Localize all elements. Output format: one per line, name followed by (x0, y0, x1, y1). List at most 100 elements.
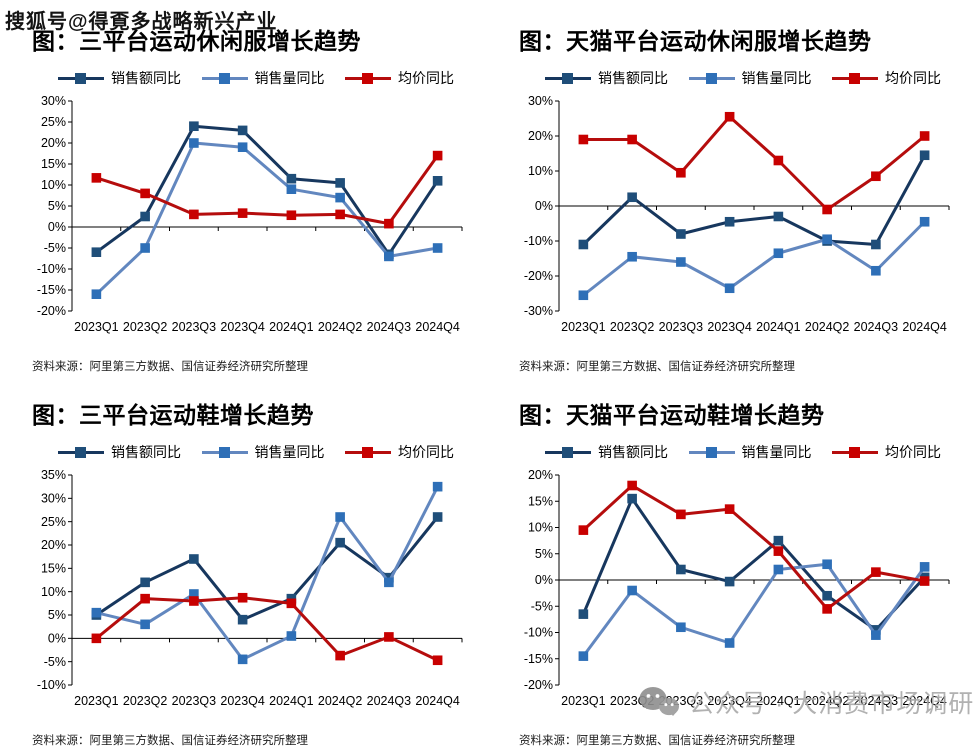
legend-item-sales-value: 销售额同比 (58, 68, 181, 88)
svg-text:15%: 15% (41, 562, 66, 576)
chart-legend: 销售额同比 销售量同比 均价同比 (58, 442, 454, 462)
source-note: 资料来源：阿里第三方数据、国信证券经济研究所整理 (32, 361, 308, 373)
svg-text:-5%: -5% (531, 599, 553, 613)
svg-text:0%: 0% (535, 573, 553, 587)
legend-line-marker-icon (201, 446, 248, 458)
legend-line-marker-icon (688, 446, 735, 458)
svg-text:0%: 0% (48, 220, 66, 234)
svg-text:25%: 25% (41, 115, 66, 129)
chart-legend: 销售额同比 销售量同比 均价同比 (545, 68, 941, 88)
svg-text:0%: 0% (535, 199, 553, 213)
line-chart: 30% 20% 10% 0% -10% -20% -30% 2023Q1 2023Q2 2023Q… (524, 94, 950, 334)
svg-text:2023Q3: 2023Q3 (172, 320, 217, 334)
legend-item-sales-volume: 销售量同比 (688, 442, 812, 462)
svg-text:2023Q2: 2023Q2 (610, 320, 655, 334)
svg-text:2023Q4: 2023Q4 (707, 694, 752, 708)
svg-text:5%: 5% (535, 547, 553, 561)
line-chart: 30% 25% 20% 15% 10% 5% 0% -5% -10% -15% -20% 2023Q1… (37, 94, 463, 334)
svg-text:-10%: -10% (37, 262, 66, 276)
chart-title: 图：天猫平台运动休闲服增长趋势 (519, 28, 872, 54)
chart-legend: 销售额同比 销售量同比 均价同比 (58, 68, 454, 88)
legend-label: 销售额同比 (111, 444, 181, 460)
legend-line-marker-icon (545, 72, 591, 84)
legend-label: 销售量同比 (741, 444, 812, 460)
svg-text:2024Q4: 2024Q4 (415, 694, 460, 708)
svg-text:20%: 20% (528, 468, 553, 482)
svg-text:-10%: -10% (37, 678, 66, 692)
legend-label: 销售量同比 (254, 444, 325, 460)
svg-text:30%: 30% (528, 94, 553, 108)
legend-item-sales-value: 销售额同比 (58, 442, 181, 462)
sohu-watermark: 搜狐号@得覔多战略新兴产业 (5, 11, 278, 33)
svg-text:-20%: -20% (524, 269, 553, 283)
legend-line-marker-icon (345, 446, 391, 458)
svg-text:2024Q4: 2024Q4 (902, 694, 947, 708)
legend-line-marker-icon (58, 446, 104, 458)
svg-text:0%: 0% (48, 632, 66, 646)
svg-text:25%: 25% (41, 515, 66, 529)
legend-label: 均价同比 (885, 444, 941, 460)
svg-text:10%: 10% (41, 585, 66, 599)
svg-text:2024Q2: 2024Q2 (318, 694, 363, 708)
svg-text:2024Q1: 2024Q1 (269, 320, 314, 334)
chart-panel-three-platform-sneakers: 图：三平台运动鞋增长趋势 销售额同比 销售量同比 均价同比 35% 30% 25% 2… (0, 374, 487, 748)
legend-line-marker-icon (345, 72, 391, 84)
svg-text:2023Q1: 2023Q1 (74, 320, 119, 334)
svg-text:2023Q2: 2023Q2 (123, 694, 168, 708)
legend-item-avg-price: 均价同比 (832, 442, 941, 462)
legend-label: 均价同比 (398, 444, 454, 460)
svg-text:2023Q4: 2023Q4 (220, 320, 265, 334)
legend-line-marker-icon (832, 72, 878, 84)
svg-text:5%: 5% (48, 608, 66, 622)
svg-text:2024Q2: 2024Q2 (805, 320, 850, 334)
svg-text:15%: 15% (528, 494, 553, 508)
legend-item-sales-value: 销售额同比 (545, 68, 668, 88)
svg-text:2024Q3: 2024Q3 (367, 694, 412, 708)
svg-text:2023Q1: 2023Q1 (561, 320, 606, 334)
svg-text:10%: 10% (528, 164, 553, 178)
svg-text:10%: 10% (41, 178, 66, 192)
legend-item-sales-value: 销售额同比 (545, 442, 668, 462)
svg-text:-30%: -30% (524, 304, 553, 318)
svg-text:-10%: -10% (524, 626, 553, 640)
line-chart: 35% 30% 25% 20% 15% 10% 5% 0% -5% -10% 2023Q1 2023Q… (37, 468, 463, 708)
svg-text:-10%: -10% (524, 234, 553, 248)
wechat-watermark: 公众号 · 大消费市场调研 (638, 684, 974, 720)
legend-line-marker-icon (201, 72, 248, 84)
svg-text:2024Q4: 2024Q4 (902, 320, 947, 334)
legend-line-marker-icon (688, 72, 735, 84)
chart-panel-tmall-sportswear: 图：天猫平台运动休闲服增长趋势 销售额同比 销售量同比 均价同比 30% 20% 1… (487, 0, 975, 374)
svg-text:2024Q2: 2024Q2 (805, 694, 850, 708)
svg-text:2024Q4: 2024Q4 (415, 320, 460, 334)
legend-label: 销售额同比 (598, 70, 668, 86)
line-chart: 20%15%10%5%0%-5%-10%-15%-20%2023Q1 2023Q2… (524, 468, 950, 708)
svg-text:2023Q1: 2023Q1 (561, 694, 606, 708)
legend-label: 均价同比 (398, 70, 454, 86)
legend-item-avg-price: 均价同比 (345, 442, 454, 462)
legend-item-avg-price: 均价同比 (832, 68, 941, 88)
legend-label: 销售额同比 (598, 444, 668, 460)
legend-item-sales-volume: 销售量同比 (201, 442, 325, 462)
legend-line-marker-icon (832, 446, 878, 458)
svg-text:10%: 10% (528, 521, 553, 535)
svg-text:2024Q1: 2024Q1 (756, 694, 801, 708)
svg-text:2024Q3: 2024Q3 (854, 694, 899, 708)
chart-title: 图：三平台运动鞋增长趋势 (32, 402, 314, 428)
chart-panel-three-platform-sportswear: 图：三平台运动休闲服增长趋势 销售额同比 销售量同比 均价同比 30% 25% 20… (0, 0, 487, 374)
svg-text:2023Q2: 2023Q2 (123, 320, 168, 334)
svg-text:15%: 15% (41, 157, 66, 171)
chart-panel-tmall-sneakers: 图：天猫平台运动鞋增长趋势 销售额同比 销售量同比 均价同比 20% 15% 10%… (487, 374, 975, 748)
svg-text:-5%: -5% (44, 655, 66, 669)
chart-title: 图：天猫平台运动鞋增长趋势 (519, 402, 825, 428)
legend-label: 销售量同比 (741, 70, 812, 86)
svg-text:2023Q4: 2023Q4 (220, 694, 265, 708)
svg-text:-5%: -5% (44, 241, 66, 255)
svg-text:2024Q3: 2024Q3 (367, 320, 412, 334)
wechat-icon (639, 687, 679, 716)
svg-text:2023Q4: 2023Q4 (707, 320, 752, 334)
legend-label: 均价同比 (885, 70, 941, 86)
legend-line-marker-icon (545, 446, 591, 458)
source-note: 资料来源：阿里第三方数据、国信证券经济研究所整理 (519, 361, 795, 373)
legend-item-avg-price: 均价同比 (345, 68, 454, 88)
